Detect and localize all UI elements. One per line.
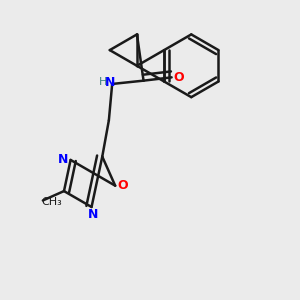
Text: H: H — [99, 77, 107, 87]
Text: CH₃: CH₃ — [41, 197, 62, 207]
Text: O: O — [117, 179, 128, 192]
Text: N: N — [58, 153, 68, 167]
Text: N: N — [88, 208, 98, 221]
Text: O: O — [174, 71, 184, 84]
Text: N: N — [105, 76, 116, 89]
